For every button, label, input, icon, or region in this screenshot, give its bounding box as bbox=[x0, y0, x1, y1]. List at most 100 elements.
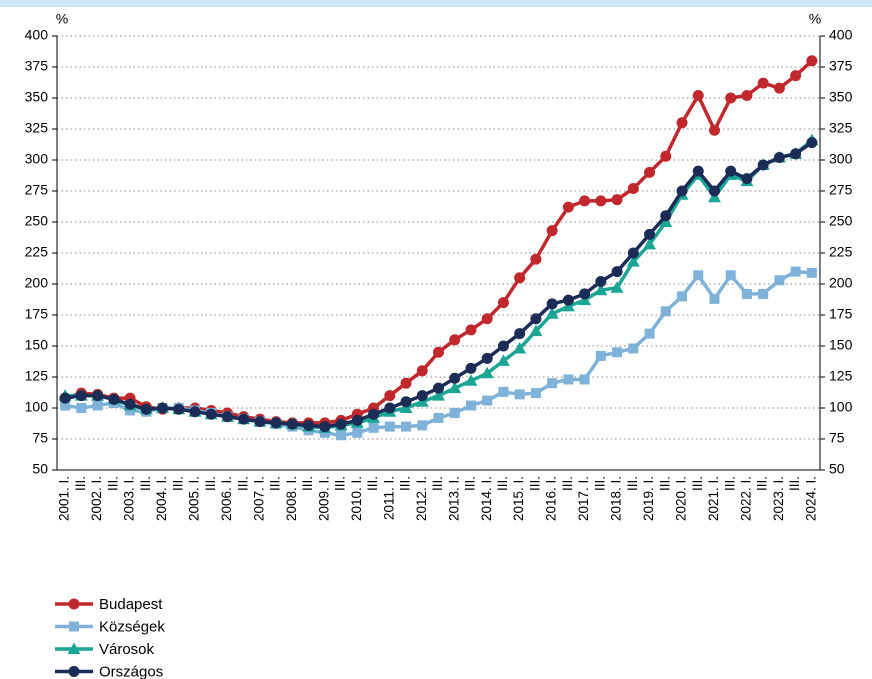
data-point bbox=[432, 389, 445, 401]
data-point bbox=[270, 417, 282, 429]
x-tick-label: III. bbox=[73, 476, 88, 491]
data-point bbox=[368, 422, 379, 433]
data-point bbox=[773, 82, 785, 94]
data-point bbox=[351, 414, 363, 426]
data-point bbox=[497, 340, 509, 352]
x-tick-label: III. bbox=[625, 476, 640, 491]
data-point bbox=[790, 266, 801, 277]
y2-tick-label: 75 bbox=[829, 430, 845, 446]
x-tick-label: 2022. I. bbox=[739, 476, 754, 521]
x-tick-label: 2006. I. bbox=[219, 476, 234, 521]
data-point bbox=[286, 418, 298, 430]
data-point bbox=[806, 55, 818, 67]
data-point bbox=[124, 398, 136, 410]
x-tick-label: III. bbox=[690, 476, 705, 491]
data-point bbox=[496, 354, 510, 366]
data-point bbox=[627, 247, 639, 259]
data-point bbox=[189, 406, 201, 418]
data-point bbox=[660, 210, 672, 222]
data-point bbox=[595, 350, 606, 361]
x-tick-label: 2024. I. bbox=[803, 476, 818, 521]
data-point bbox=[60, 400, 71, 411]
data-point bbox=[644, 328, 655, 339]
data-point bbox=[741, 288, 752, 299]
legend-entry: Budapest bbox=[55, 596, 163, 613]
x-tick-label: III. bbox=[657, 476, 672, 491]
data-point bbox=[643, 237, 657, 250]
data-point bbox=[595, 276, 607, 288]
data-point bbox=[545, 307, 559, 319]
data-point bbox=[465, 400, 476, 411]
y2-tick-label: 50 bbox=[829, 461, 845, 477]
data-point bbox=[757, 159, 769, 171]
y-tick-label: 250 bbox=[25, 213, 49, 229]
x-tick-label: III. bbox=[430, 476, 445, 491]
data-point bbox=[579, 288, 591, 300]
y-tick-label: 350 bbox=[25, 89, 49, 105]
x-tick-label: 2005. I. bbox=[187, 476, 202, 521]
x-tick-label: 2003. I. bbox=[122, 476, 137, 521]
series bbox=[59, 55, 818, 429]
y2-unit: % bbox=[809, 11, 821, 27]
x-tick-label: III. bbox=[495, 476, 510, 491]
y-tick-label: 200 bbox=[25, 275, 49, 291]
legend-label: Budapest bbox=[99, 596, 163, 613]
x-tick-label: 2002. I. bbox=[89, 476, 104, 521]
data-point bbox=[530, 313, 542, 325]
data-point bbox=[513, 341, 527, 354]
x-tick-label: 2013. I. bbox=[446, 476, 461, 521]
data-point bbox=[400, 377, 412, 389]
data-point bbox=[92, 390, 104, 402]
data-point bbox=[108, 393, 120, 405]
x-tick-label: 2007. I. bbox=[251, 476, 266, 521]
data-point bbox=[417, 420, 428, 431]
data-point bbox=[626, 255, 640, 267]
data-point bbox=[433, 382, 444, 394]
data-point bbox=[449, 407, 460, 418]
data-point bbox=[644, 166, 656, 178]
legend-entry: Községek bbox=[55, 618, 165, 635]
data-point bbox=[806, 137, 818, 149]
x-tick-label: III. bbox=[268, 476, 283, 491]
data-point bbox=[774, 275, 785, 286]
data-point bbox=[660, 306, 671, 317]
data-point bbox=[693, 270, 704, 281]
data-point bbox=[481, 352, 493, 364]
top-band bbox=[0, 0, 872, 7]
data-point bbox=[627, 183, 639, 195]
x-tick-label: 2017. I. bbox=[576, 476, 591, 521]
x-tick-label: 2023. I. bbox=[771, 476, 786, 521]
x-tick-label: III. bbox=[105, 476, 120, 491]
x-tick-label: 2018. I. bbox=[609, 476, 624, 521]
legend-entry: Országos bbox=[55, 663, 163, 679]
x-tick-label: III. bbox=[235, 476, 250, 491]
data-point bbox=[205, 408, 217, 420]
legend-entry: Városok bbox=[55, 641, 155, 658]
data-point bbox=[303, 419, 315, 431]
x-tick-label: 2021. I. bbox=[706, 476, 721, 521]
x-tick-label: III. bbox=[787, 476, 802, 491]
data-point bbox=[400, 396, 412, 408]
data-point bbox=[806, 267, 817, 278]
data-point bbox=[464, 374, 478, 386]
data-point bbox=[676, 185, 688, 197]
legend-marker bbox=[69, 621, 79, 632]
y-tick-label: 150 bbox=[25, 337, 49, 353]
data-point bbox=[498, 386, 509, 397]
data-point bbox=[725, 270, 736, 281]
data-point bbox=[758, 288, 769, 299]
x-tick-label: III. bbox=[203, 476, 218, 491]
legend-marker bbox=[67, 642, 81, 654]
data-point bbox=[708, 185, 720, 197]
data-point bbox=[514, 328, 526, 340]
y-tick-label: 300 bbox=[25, 151, 49, 167]
data-point bbox=[416, 390, 428, 402]
x-tick-label: 2011. I. bbox=[381, 476, 396, 520]
y-tick-label: 225 bbox=[25, 244, 49, 260]
data-point bbox=[514, 389, 525, 400]
y-tick-label: 375 bbox=[25, 58, 49, 74]
x-tick-label: III. bbox=[755, 476, 770, 491]
data-point bbox=[692, 165, 704, 177]
y2-tick-label: 175 bbox=[829, 306, 853, 322]
series-line bbox=[64, 59, 814, 425]
